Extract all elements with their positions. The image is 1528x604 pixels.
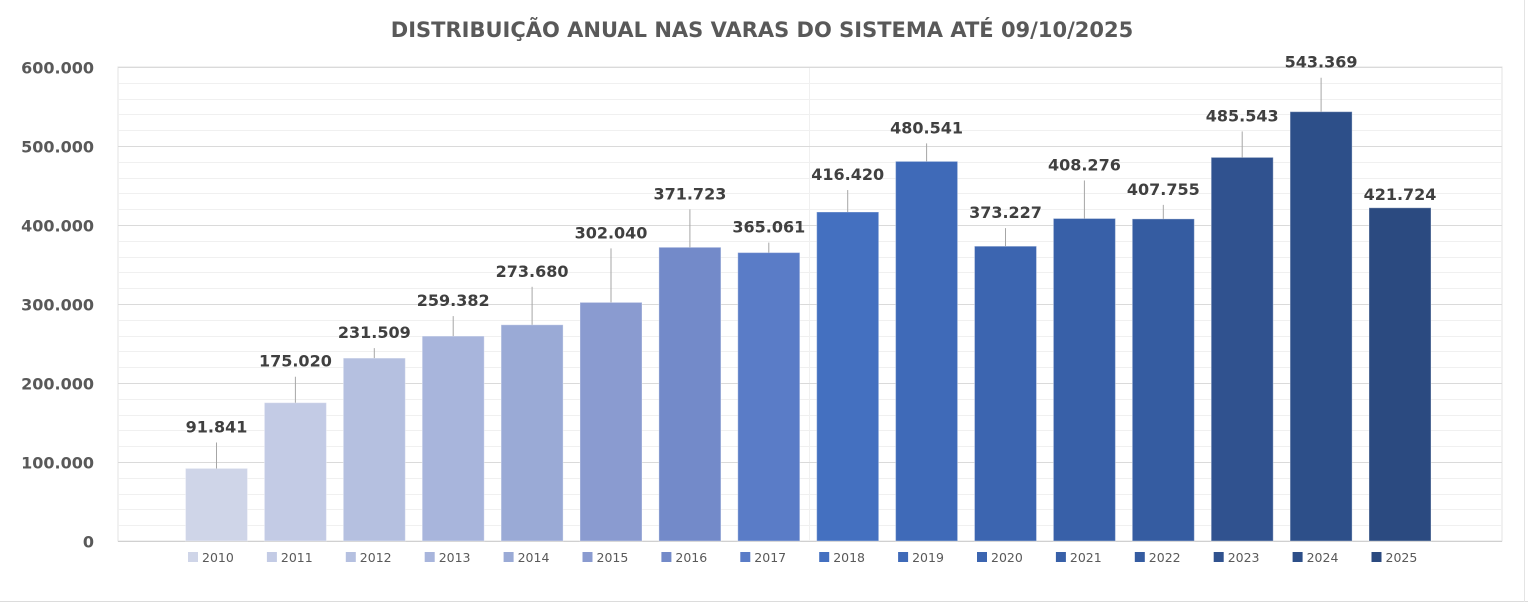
legend-swatch-2012 <box>345 552 356 562</box>
data-label-2011: 175.020 <box>259 352 332 371</box>
data-label-2022: 407.755 <box>1127 180 1200 199</box>
legend-swatch-2020 <box>977 552 987 562</box>
data-label-2021: 408.276 <box>1048 155 1121 174</box>
legend-label-2024: 2024 <box>1307 550 1339 565</box>
bar-2023 <box>1210 156 1274 542</box>
legend-label-2012: 2012 <box>360 550 392 565</box>
bar-2022 <box>1131 218 1195 542</box>
bar-2012 <box>342 357 406 542</box>
legend-label-2025: 2025 <box>1386 550 1418 565</box>
legend-label-2014: 2014 <box>518 550 550 565</box>
data-label-2012: 231.509 <box>338 323 411 342</box>
y-tick-label: 500.000 <box>21 138 94 157</box>
data-label-2018: 416.420 <box>811 165 884 184</box>
legend-swatch-2024 <box>1292 552 1303 562</box>
legend-label-2010: 2010 <box>202 550 234 565</box>
data-label-2020: 373.227 <box>969 203 1042 222</box>
data-label-2016: 371.723 <box>653 184 726 203</box>
y-tick-label: 600.000 <box>21 59 94 78</box>
bar-2017 <box>737 252 801 542</box>
legend-label-2017: 2017 <box>754 550 786 565</box>
y-tick-label: 0 <box>83 533 94 552</box>
bars <box>185 111 1432 542</box>
bar-2015 <box>579 301 643 542</box>
legend-label-2013: 2013 <box>439 550 471 565</box>
legend-swatch-2013 <box>424 552 435 562</box>
legend-swatch-2023 <box>1213 552 1224 562</box>
data-labels: 91.841 175.020 231.509 259.382 273.680 302.04… <box>186 53 1437 469</box>
bar-2025 <box>1368 207 1432 542</box>
y-tick-label: 400.000 <box>21 217 94 236</box>
bar-2018 <box>816 211 880 542</box>
legend-swatch-2017 <box>740 552 751 562</box>
bar-2016 <box>658 246 722 542</box>
bar-2024 <box>1289 111 1353 542</box>
bar-2010 <box>185 467 248 542</box>
legend-swatch-2011 <box>266 552 277 562</box>
legend-label-2011: 2011 <box>281 550 313 565</box>
legend-label-2021: 2021 <box>1070 550 1102 565</box>
bar-2011 <box>263 402 327 542</box>
legend-label-2016: 2016 <box>675 550 707 565</box>
y-tick-label: 200.000 <box>21 375 94 394</box>
chart-bottom-border <box>0 601 1528 602</box>
legend: 2010 2011 2012 2013 2014 2015 2016 2017 2018 2019… <box>188 550 1417 565</box>
legend-label-2018: 2018 <box>833 550 865 565</box>
data-label-2013: 259.382 <box>417 291 490 310</box>
legend-label-2022: 2022 <box>1149 550 1181 565</box>
legend-label-2023: 2023 <box>1228 550 1260 565</box>
data-label-2025: 421.724 <box>1364 185 1437 204</box>
y-tick-label: 100.000 <box>21 454 94 473</box>
data-label-2024: 543.369 <box>1285 53 1358 72</box>
legend-label-2020: 2020 <box>991 550 1023 565</box>
legend-label-2019: 2019 <box>912 550 944 565</box>
bar-2014 <box>500 324 564 542</box>
bar-2021 <box>1052 218 1116 542</box>
legend-swatch-2025 <box>1371 552 1382 562</box>
data-label-2017: 365.061 <box>732 218 805 237</box>
legend-swatch-2022 <box>1134 552 1145 562</box>
legend-swatch-2021 <box>1055 552 1066 562</box>
bar-2019 <box>895 160 959 542</box>
chart-title: DISTRIBUIÇÃO ANUAL NAS VARAS DO SISTEMA … <box>391 17 1133 42</box>
legend-swatch-2018 <box>819 552 830 562</box>
data-label-2010: 91.841 <box>186 417 248 436</box>
y-tick-label: 300.000 <box>21 296 94 315</box>
legend-label-2015: 2015 <box>597 550 629 565</box>
legend-swatch-2014 <box>503 552 514 562</box>
legend-swatch-2015 <box>582 552 593 562</box>
y-axis: 0 100.000 200.000 300.000 400.000 500.000 600.… <box>21 59 94 552</box>
bar-2013 <box>421 335 485 542</box>
legend-swatch-2019 <box>898 552 909 562</box>
data-label-2023: 485.543 <box>1206 106 1279 125</box>
data-label-2019: 480.541 <box>890 118 963 137</box>
data-label-2015: 302.040 <box>575 223 648 242</box>
bar-2020 <box>974 245 1037 542</box>
data-label-2014: 273.680 <box>496 262 569 281</box>
chart-right-border <box>1524 0 1525 602</box>
legend-swatch-2010 <box>188 552 198 562</box>
legend-swatch-2016 <box>661 552 672 562</box>
